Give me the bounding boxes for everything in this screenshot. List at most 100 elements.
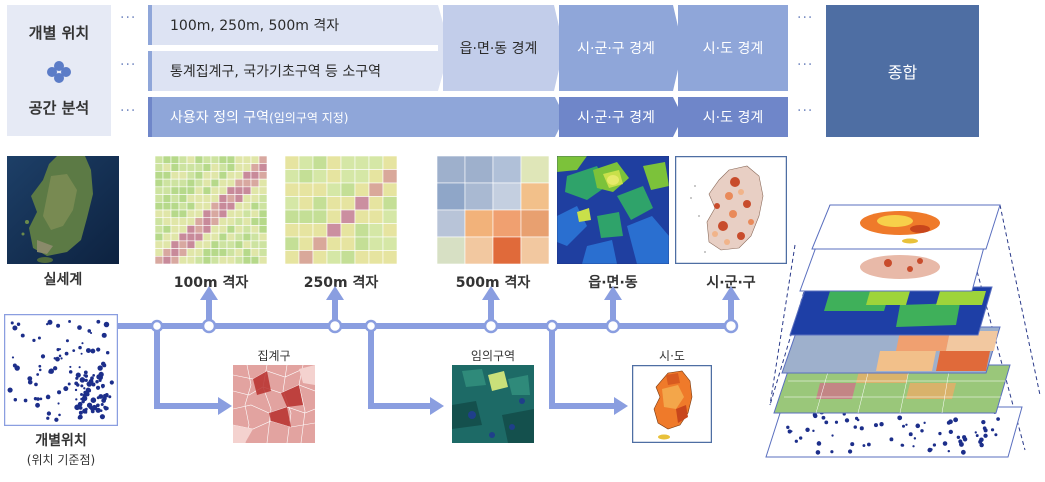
layer-point bbox=[962, 437, 968, 442]
arbitrary-zone-thumb bbox=[452, 365, 534, 443]
row1-dots: ··· bbox=[120, 10, 137, 26]
layer-point bbox=[975, 434, 979, 437]
location-point bbox=[20, 333, 25, 338]
sido-label: 시·도 bbox=[659, 349, 685, 363]
location-point bbox=[88, 405, 93, 410]
location-point bbox=[57, 390, 62, 395]
location-point bbox=[78, 410, 83, 415]
location-point bbox=[35, 402, 40, 408]
location-point bbox=[101, 332, 107, 338]
layer-point bbox=[854, 416, 859, 421]
right-dots-2: ··· bbox=[797, 57, 814, 73]
location-point bbox=[90, 331, 93, 335]
location-point bbox=[79, 377, 86, 383]
layer-point bbox=[787, 429, 792, 434]
location-point bbox=[95, 385, 101, 390]
location-point bbox=[23, 398, 28, 403]
grid-500m-label: 500m 격자 bbox=[455, 275, 531, 291]
location-point bbox=[75, 376, 79, 380]
location-point bbox=[99, 414, 105, 420]
location-point bbox=[67, 382, 71, 386]
sido-thumb bbox=[632, 365, 712, 443]
individual-location-thumb bbox=[4, 314, 118, 426]
location-point bbox=[101, 398, 106, 403]
location-point bbox=[95, 407, 101, 413]
grid-cell bbox=[492, 209, 522, 238]
layer-point bbox=[901, 424, 905, 428]
layer-point bbox=[798, 436, 803, 440]
layer-point bbox=[812, 429, 815, 433]
layer-point bbox=[959, 441, 964, 447]
layer-point bbox=[979, 442, 984, 448]
row1-text: 100m, 250m, 500m 격자 bbox=[170, 18, 340, 34]
location-point bbox=[40, 354, 46, 359]
layer-stack-illustration bbox=[765, 204, 1041, 458]
row3-note: (임의구역 지정) bbox=[269, 110, 349, 125]
layer-point bbox=[867, 442, 871, 447]
location-point bbox=[108, 395, 112, 399]
location-point bbox=[68, 370, 73, 374]
location-point bbox=[36, 373, 40, 376]
layer-point bbox=[981, 419, 986, 425]
location-point bbox=[38, 364, 42, 368]
location-point bbox=[36, 397, 40, 401]
layer-point bbox=[889, 437, 894, 442]
layer-point bbox=[948, 429, 953, 435]
location-point bbox=[84, 378, 88, 382]
location-point bbox=[105, 350, 110, 355]
location-point bbox=[12, 325, 18, 331]
sgg-boundary-text-2: 시·군·구 경계 bbox=[577, 110, 655, 126]
location-point bbox=[32, 338, 36, 342]
layer-point bbox=[821, 415, 826, 420]
layer-point bbox=[790, 430, 793, 433]
location-point bbox=[72, 349, 76, 352]
location-point bbox=[96, 347, 101, 352]
location-point bbox=[100, 402, 104, 407]
location-point bbox=[83, 370, 88, 375]
location-point bbox=[96, 403, 100, 408]
sido-boundary-text-2: 시·도 경계 bbox=[702, 110, 764, 126]
layer-point bbox=[794, 439, 798, 443]
location-point bbox=[103, 321, 110, 328]
layer-point bbox=[908, 432, 913, 437]
location-point bbox=[78, 366, 81, 369]
location-point bbox=[90, 408, 94, 412]
location-point bbox=[65, 339, 69, 343]
flow-lines bbox=[115, 286, 740, 415]
grid-100m-thumb bbox=[155, 156, 267, 264]
right-dots-1: ··· bbox=[797, 10, 814, 26]
layer-point bbox=[915, 423, 921, 429]
layer-point bbox=[920, 429, 924, 433]
layer-point bbox=[901, 444, 905, 447]
location-point bbox=[86, 382, 89, 385]
layer-point bbox=[938, 431, 942, 436]
location-point bbox=[96, 396, 100, 400]
sgg-boundary-box-1: 시·군·구 경계 bbox=[559, 5, 673, 91]
individual-location-label: 개별 위치 bbox=[28, 24, 90, 42]
location-point bbox=[82, 393, 87, 398]
location-point bbox=[56, 348, 60, 352]
spatial-analysis-label: 공간 분석 bbox=[28, 99, 90, 117]
layer-point bbox=[905, 423, 908, 426]
location-point bbox=[78, 345, 82, 350]
location-point bbox=[54, 417, 59, 422]
layer-point bbox=[824, 420, 829, 425]
location-point bbox=[11, 356, 15, 359]
layer-point bbox=[850, 442, 855, 447]
sido-boundary-text-1: 시·도 경계 bbox=[702, 41, 764, 57]
location-point bbox=[85, 348, 91, 354]
location-point bbox=[74, 388, 78, 392]
location-point bbox=[80, 352, 83, 355]
layer-point bbox=[983, 433, 988, 438]
location-point bbox=[82, 408, 88, 414]
layer-point bbox=[947, 449, 951, 453]
layer-point bbox=[929, 448, 933, 451]
grid-cell bbox=[520, 236, 549, 264]
layer-point bbox=[983, 428, 988, 433]
layer-point bbox=[953, 417, 959, 423]
layer-point bbox=[813, 413, 818, 419]
layer-point bbox=[994, 433, 998, 437]
location-point bbox=[46, 416, 50, 420]
location-point bbox=[83, 387, 86, 390]
location-point bbox=[56, 323, 61, 328]
